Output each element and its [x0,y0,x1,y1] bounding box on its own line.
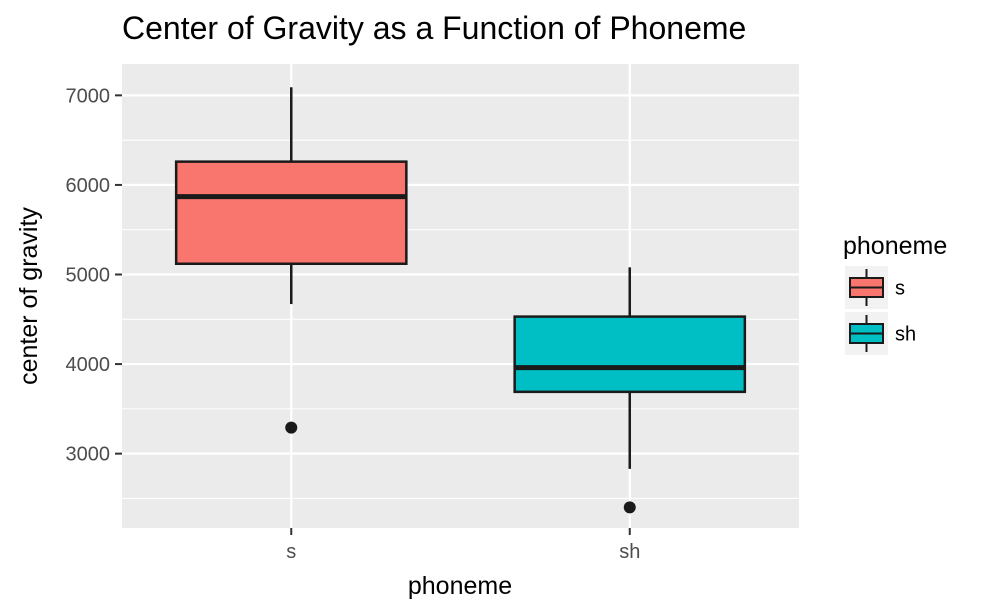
legend-label: sh [895,324,916,346]
y-tick-label: 6000 [66,175,111,197]
x-tick-label: s [286,541,296,563]
x-axis: s sh [286,528,640,563]
y-axis-title: center of gravity [15,207,43,385]
y-tick-label: 7000 [66,85,111,107]
legend: phoneme s sh [843,232,947,355]
legend-label: s [895,278,905,300]
outlier-point [285,421,298,434]
chart-title: Center of Gravity as a Function of Phone… [122,10,746,46]
y-tick-label: 3000 [66,444,111,466]
box-sh [513,267,747,514]
box-body [513,315,747,394]
box-body [174,160,408,266]
x-axis-title: phoneme [408,572,512,600]
legend-key-sh [845,312,888,355]
boxplot-series [174,87,747,514]
plot-panel [122,64,799,528]
y-tick-label: 5000 [66,265,111,287]
y-tick-label: 4000 [66,354,111,376]
legend-title: phoneme [843,232,947,260]
box-s [174,87,408,434]
x-tick-label: sh [619,541,640,563]
y-axis: 3000 4000 5000 6000 7000 [66,85,122,466]
legend-key-s [845,266,888,309]
outlier-point [623,501,636,514]
